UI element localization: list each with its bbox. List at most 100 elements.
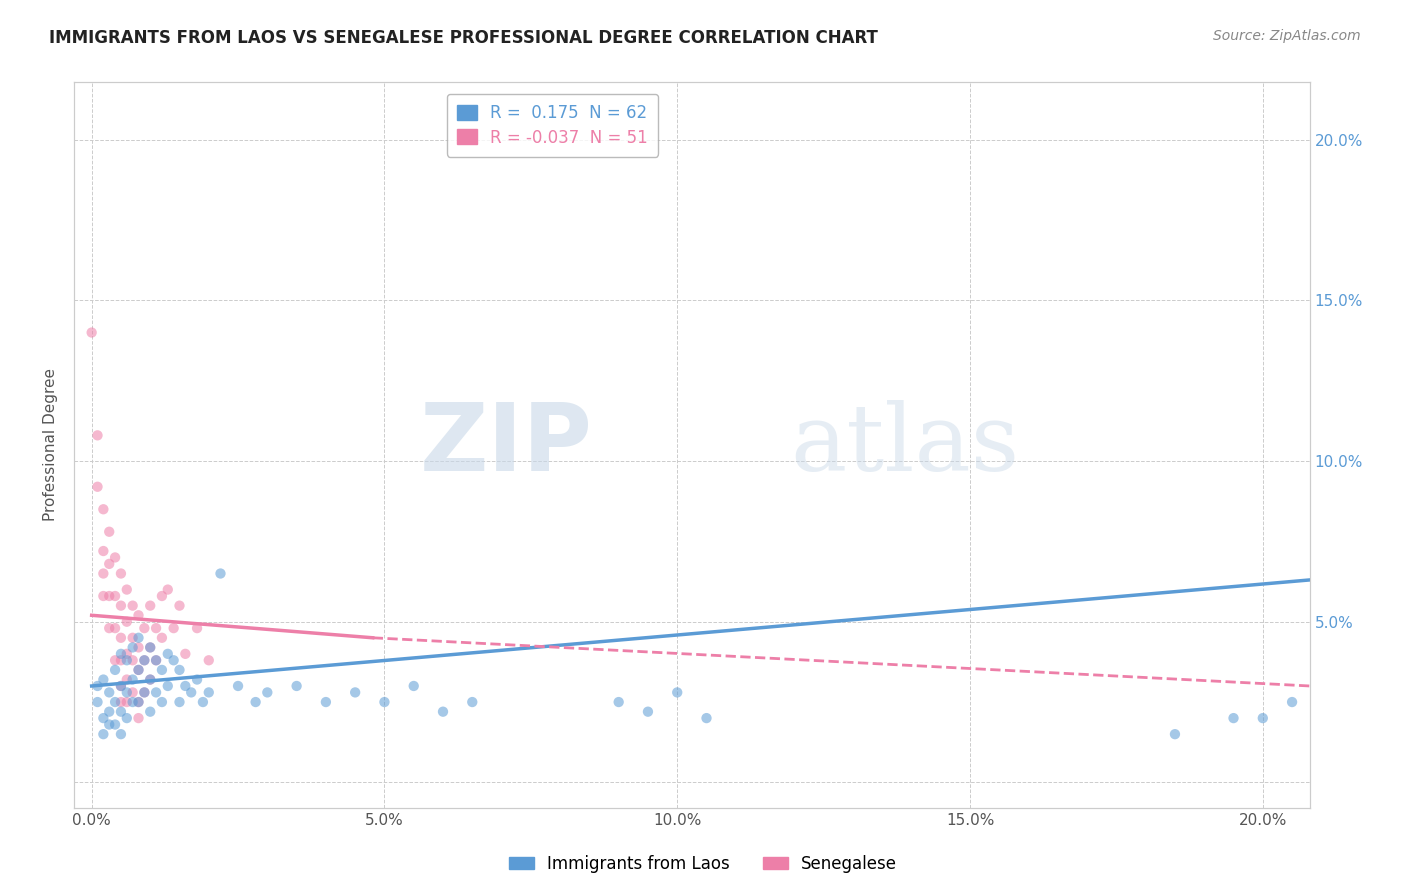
Point [104,663,127,677]
Point [110,647,132,661]
Point [110,566,132,581]
Point [98,589,121,603]
Point [98,717,121,731]
Point [139,599,162,613]
Point [174,679,197,693]
Point [98,621,121,635]
Point [86,695,108,709]
Point [285,679,308,693]
Point [98,705,121,719]
Point [121,653,143,667]
Point [104,695,127,709]
Point [110,631,132,645]
Point [186,673,208,687]
Point [104,653,127,667]
Point [1222,711,1244,725]
Point [110,727,132,741]
Point [169,695,191,709]
Point [115,653,138,667]
Point [128,695,150,709]
Point [128,695,150,709]
Point [145,653,167,667]
Point [145,621,167,635]
Text: IMMIGRANTS FROM LAOS VS SENEGALESE PROFESSIONAL DEGREE CORRELATION CHART: IMMIGRANTS FROM LAOS VS SENEGALESE PROFE… [49,29,879,46]
Point [145,685,167,699]
Point [121,631,143,645]
Point [134,685,156,699]
Point [150,589,173,603]
Point [256,685,278,699]
Point [115,673,138,687]
Point [344,685,367,699]
Point [121,599,143,613]
Point [104,589,127,603]
Point [150,695,173,709]
Point [104,621,127,635]
Point [121,640,143,655]
Point [98,685,121,699]
Point [191,695,214,709]
Point [93,727,115,741]
Point [93,589,115,603]
Point [139,705,162,719]
Point [209,566,232,581]
Point [180,685,202,699]
Point [93,544,115,558]
Point [666,685,689,699]
Point [197,685,219,699]
Point [134,653,156,667]
Point [156,582,179,597]
Point [128,663,150,677]
Point [98,557,121,571]
Point [115,711,138,725]
Point [134,621,156,635]
Point [150,631,173,645]
Point [162,653,184,667]
Point [150,663,173,677]
Point [128,711,150,725]
Point [110,599,132,613]
Point [115,647,138,661]
Point [145,653,167,667]
Point [104,550,127,565]
Text: Source: ZipAtlas.com: Source: ZipAtlas.com [1213,29,1361,43]
Point [695,711,717,725]
Point [174,647,197,661]
Point [134,685,156,699]
Legend: Immigrants from Laos, Senegalese: Immigrants from Laos, Senegalese [502,848,904,880]
Point [315,695,337,709]
Point [110,679,132,693]
Point [139,673,162,687]
Point [128,663,150,677]
Point [432,705,454,719]
Point [226,679,249,693]
Point [80,326,103,340]
Text: atlas: atlas [790,400,1019,490]
Point [110,679,132,693]
Point [637,705,659,719]
Point [186,621,208,635]
Point [93,711,115,725]
Point [156,647,179,661]
Point [162,621,184,635]
Text: ZIP: ZIP [420,399,593,491]
Point [169,599,191,613]
Point [110,695,132,709]
Point [98,524,121,539]
Point [121,695,143,709]
Point [128,608,150,623]
Point [197,653,219,667]
Point [402,679,425,693]
Point [121,673,143,687]
Point [1281,695,1303,709]
Point [86,480,108,494]
Point [1251,711,1274,725]
Point [156,679,179,693]
Point [607,695,630,709]
Point [245,695,267,709]
Y-axis label: Professional Degree: Professional Degree [44,368,58,522]
Point [139,673,162,687]
Point [110,705,132,719]
Point [93,566,115,581]
Point [110,653,132,667]
